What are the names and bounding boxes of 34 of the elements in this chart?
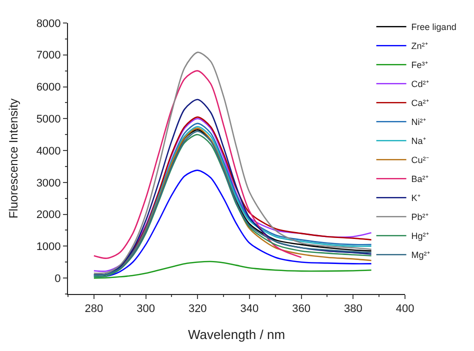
legend-label: Ni²⁺: [411, 117, 426, 128]
legend-label: Ca²⁺: [411, 98, 429, 108]
legend-label: Pb²⁺: [411, 212, 428, 222]
legend-label: Hg²⁺: [411, 231, 429, 242]
legend-label: K⁺: [411, 193, 420, 204]
y-tick-label: 7000: [36, 50, 61, 62]
x-axis-title: Wavelength / nm: [188, 326, 286, 342]
legend-label: Mg²⁺: [411, 250, 430, 260]
x-tick-label: 320: [188, 303, 207, 316]
legend-label: Cu²⁻: [411, 155, 429, 166]
y-tick-label: 1000: [36, 241, 61, 254]
x-tick-label: 400: [396, 303, 414, 316]
y-tick-label: 2000: [36, 209, 61, 222]
y-tick-label: 4000: [36, 145, 61, 158]
line-series: [93, 52, 372, 274]
x-tick-label: 280: [84, 303, 104, 316]
y-axis-title: Fluorescence Intensity: [6, 98, 21, 219]
line-series: [93, 70, 302, 259]
y-tick-label: 8000: [36, 18, 61, 30]
x-tick-label: 340: [240, 303, 259, 316]
y-tick-label: 5000: [36, 114, 61, 126]
line-series: [93, 260, 372, 279]
y-tick-label: 0: [54, 272, 61, 285]
y-tick-label: 6000: [36, 82, 61, 94]
legend-label: Free ligand: [411, 22, 456, 32]
legend-label: Zn²⁺: [411, 41, 428, 52]
legend-label: Fe³⁺: [411, 60, 428, 70]
x-tick-label: 300: [136, 303, 155, 316]
y-tick-label: 3000: [36, 177, 61, 190]
legend-label: Na⁺: [411, 136, 426, 146]
x-tick-label: 360: [292, 303, 310, 316]
x-tick-label: 380: [344, 303, 362, 316]
legend-label: Ba²⁺: [411, 174, 428, 184]
legend-label: Cd²⁺: [411, 79, 429, 90]
